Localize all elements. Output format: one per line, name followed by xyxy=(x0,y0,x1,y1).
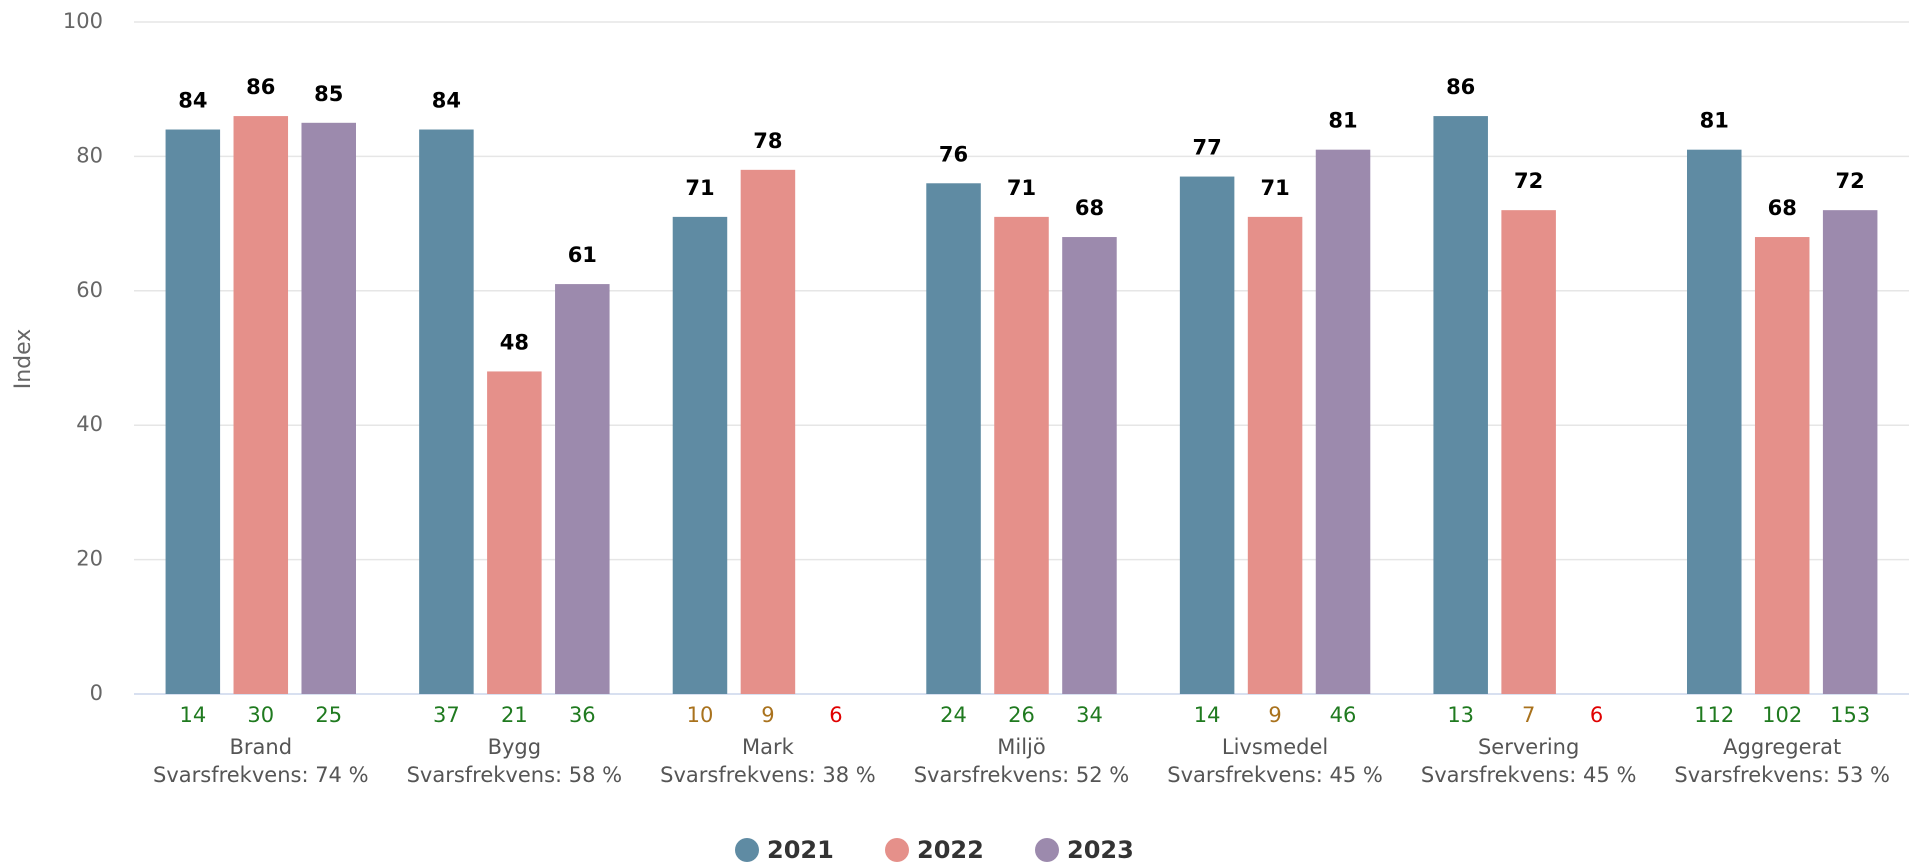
legend-label: 2021 xyxy=(767,836,834,862)
count-label: 153 xyxy=(1830,703,1870,727)
value-label: 61 xyxy=(568,243,597,267)
count-label: 37 xyxy=(433,703,460,727)
y-tick-label: 0 xyxy=(90,681,103,705)
value-label: 86 xyxy=(1446,75,1475,99)
count-label: 34 xyxy=(1076,703,1103,727)
value-label: 68 xyxy=(1768,196,1797,220)
legend-label: 2023 xyxy=(1067,836,1134,862)
bar xyxy=(1315,149,1371,694)
value-label: 48 xyxy=(500,330,529,354)
value-label: 68 xyxy=(1075,196,1104,220)
x-tick-label: Mark xyxy=(742,735,795,759)
bar xyxy=(1062,237,1117,695)
x-tick-label: Servering xyxy=(1478,735,1579,759)
y-axis-title: Index xyxy=(11,329,36,390)
x-tick-label: Brand xyxy=(230,735,293,759)
x-tick-label: Livsmedel xyxy=(1222,735,1328,759)
value-label: 72 xyxy=(1514,169,1543,193)
legend-marker xyxy=(735,838,759,862)
bar xyxy=(1822,210,1878,694)
count-label: 9 xyxy=(761,703,774,727)
legend-label: 2022 xyxy=(917,836,984,862)
x-tick-label: Miljö xyxy=(997,735,1045,759)
count-label: 6 xyxy=(829,703,842,727)
bar xyxy=(419,129,474,694)
value-label: 71 xyxy=(685,176,714,200)
x-tick-sublabel: Svarsfrekvens: 53 % xyxy=(1674,763,1890,787)
x-tick-sublabel: Svarsfrekvens: 45 % xyxy=(1167,763,1383,787)
bar xyxy=(1247,216,1303,694)
x-tick-sublabel: Svarsfrekvens: 74 % xyxy=(153,763,369,787)
value-label: 84 xyxy=(178,89,207,113)
bar xyxy=(1686,149,1742,694)
count-label: 36 xyxy=(569,703,596,727)
count-label: 30 xyxy=(247,703,274,727)
x-tick-label: Aggregerat xyxy=(1723,735,1841,759)
bar xyxy=(1501,210,1556,694)
x-tick-sublabel: Svarsfrekvens: 52 % xyxy=(914,763,1130,787)
value-label: 76 xyxy=(939,142,968,166)
x-tick-sublabel: Svarsfrekvens: 58 % xyxy=(407,763,623,787)
bar xyxy=(1179,176,1235,694)
bar xyxy=(926,183,981,694)
count-label: 112 xyxy=(1694,703,1734,727)
legend-marker xyxy=(885,838,909,862)
count-label: 6 xyxy=(1590,703,1603,727)
value-label: 85 xyxy=(314,82,343,106)
bar xyxy=(1433,116,1488,694)
value-label: 86 xyxy=(246,75,275,99)
bar xyxy=(233,116,289,694)
x-tick-sublabel: Svarsfrekvens: 38 % xyxy=(660,763,876,787)
bar xyxy=(1754,237,1810,695)
count-label: 46 xyxy=(1330,703,1357,727)
count-label: 9 xyxy=(1268,703,1281,727)
value-label: 81 xyxy=(1328,109,1357,133)
count-label: 26 xyxy=(1008,703,1035,727)
count-label: 102 xyxy=(1762,703,1802,727)
value-label: 72 xyxy=(1836,169,1865,193)
x-tick-sublabel: Svarsfrekvens: 45 % xyxy=(1421,763,1637,787)
bar xyxy=(165,129,221,694)
count-label: 10 xyxy=(687,703,714,727)
legend-marker xyxy=(1035,838,1059,862)
bar xyxy=(555,284,610,694)
value-label: 71 xyxy=(1260,176,1289,200)
value-label: 71 xyxy=(1007,176,1036,200)
bar xyxy=(994,216,1049,694)
count-label: 25 xyxy=(315,703,342,727)
count-label: 24 xyxy=(940,703,967,727)
count-label: 13 xyxy=(1447,703,1474,727)
value-label: 77 xyxy=(1192,136,1221,160)
bar xyxy=(672,216,728,694)
bar xyxy=(740,169,796,695)
y-tick-label: 100 xyxy=(63,9,103,33)
y-tick-label: 60 xyxy=(76,278,103,302)
count-label: 21 xyxy=(501,703,528,727)
count-label: 7 xyxy=(1522,703,1535,727)
y-tick-label: 40 xyxy=(76,412,103,436)
count-label: 14 xyxy=(1194,703,1221,727)
x-tick-label: Bygg xyxy=(488,735,542,759)
y-tick-label: 80 xyxy=(76,143,103,167)
value-label: 81 xyxy=(1700,109,1729,133)
value-label: 84 xyxy=(432,89,461,113)
bar xyxy=(487,371,542,694)
value-label: 78 xyxy=(753,129,782,153)
bar xyxy=(301,122,357,695)
y-tick-label: 20 xyxy=(76,547,103,571)
count-label: 14 xyxy=(179,703,206,727)
